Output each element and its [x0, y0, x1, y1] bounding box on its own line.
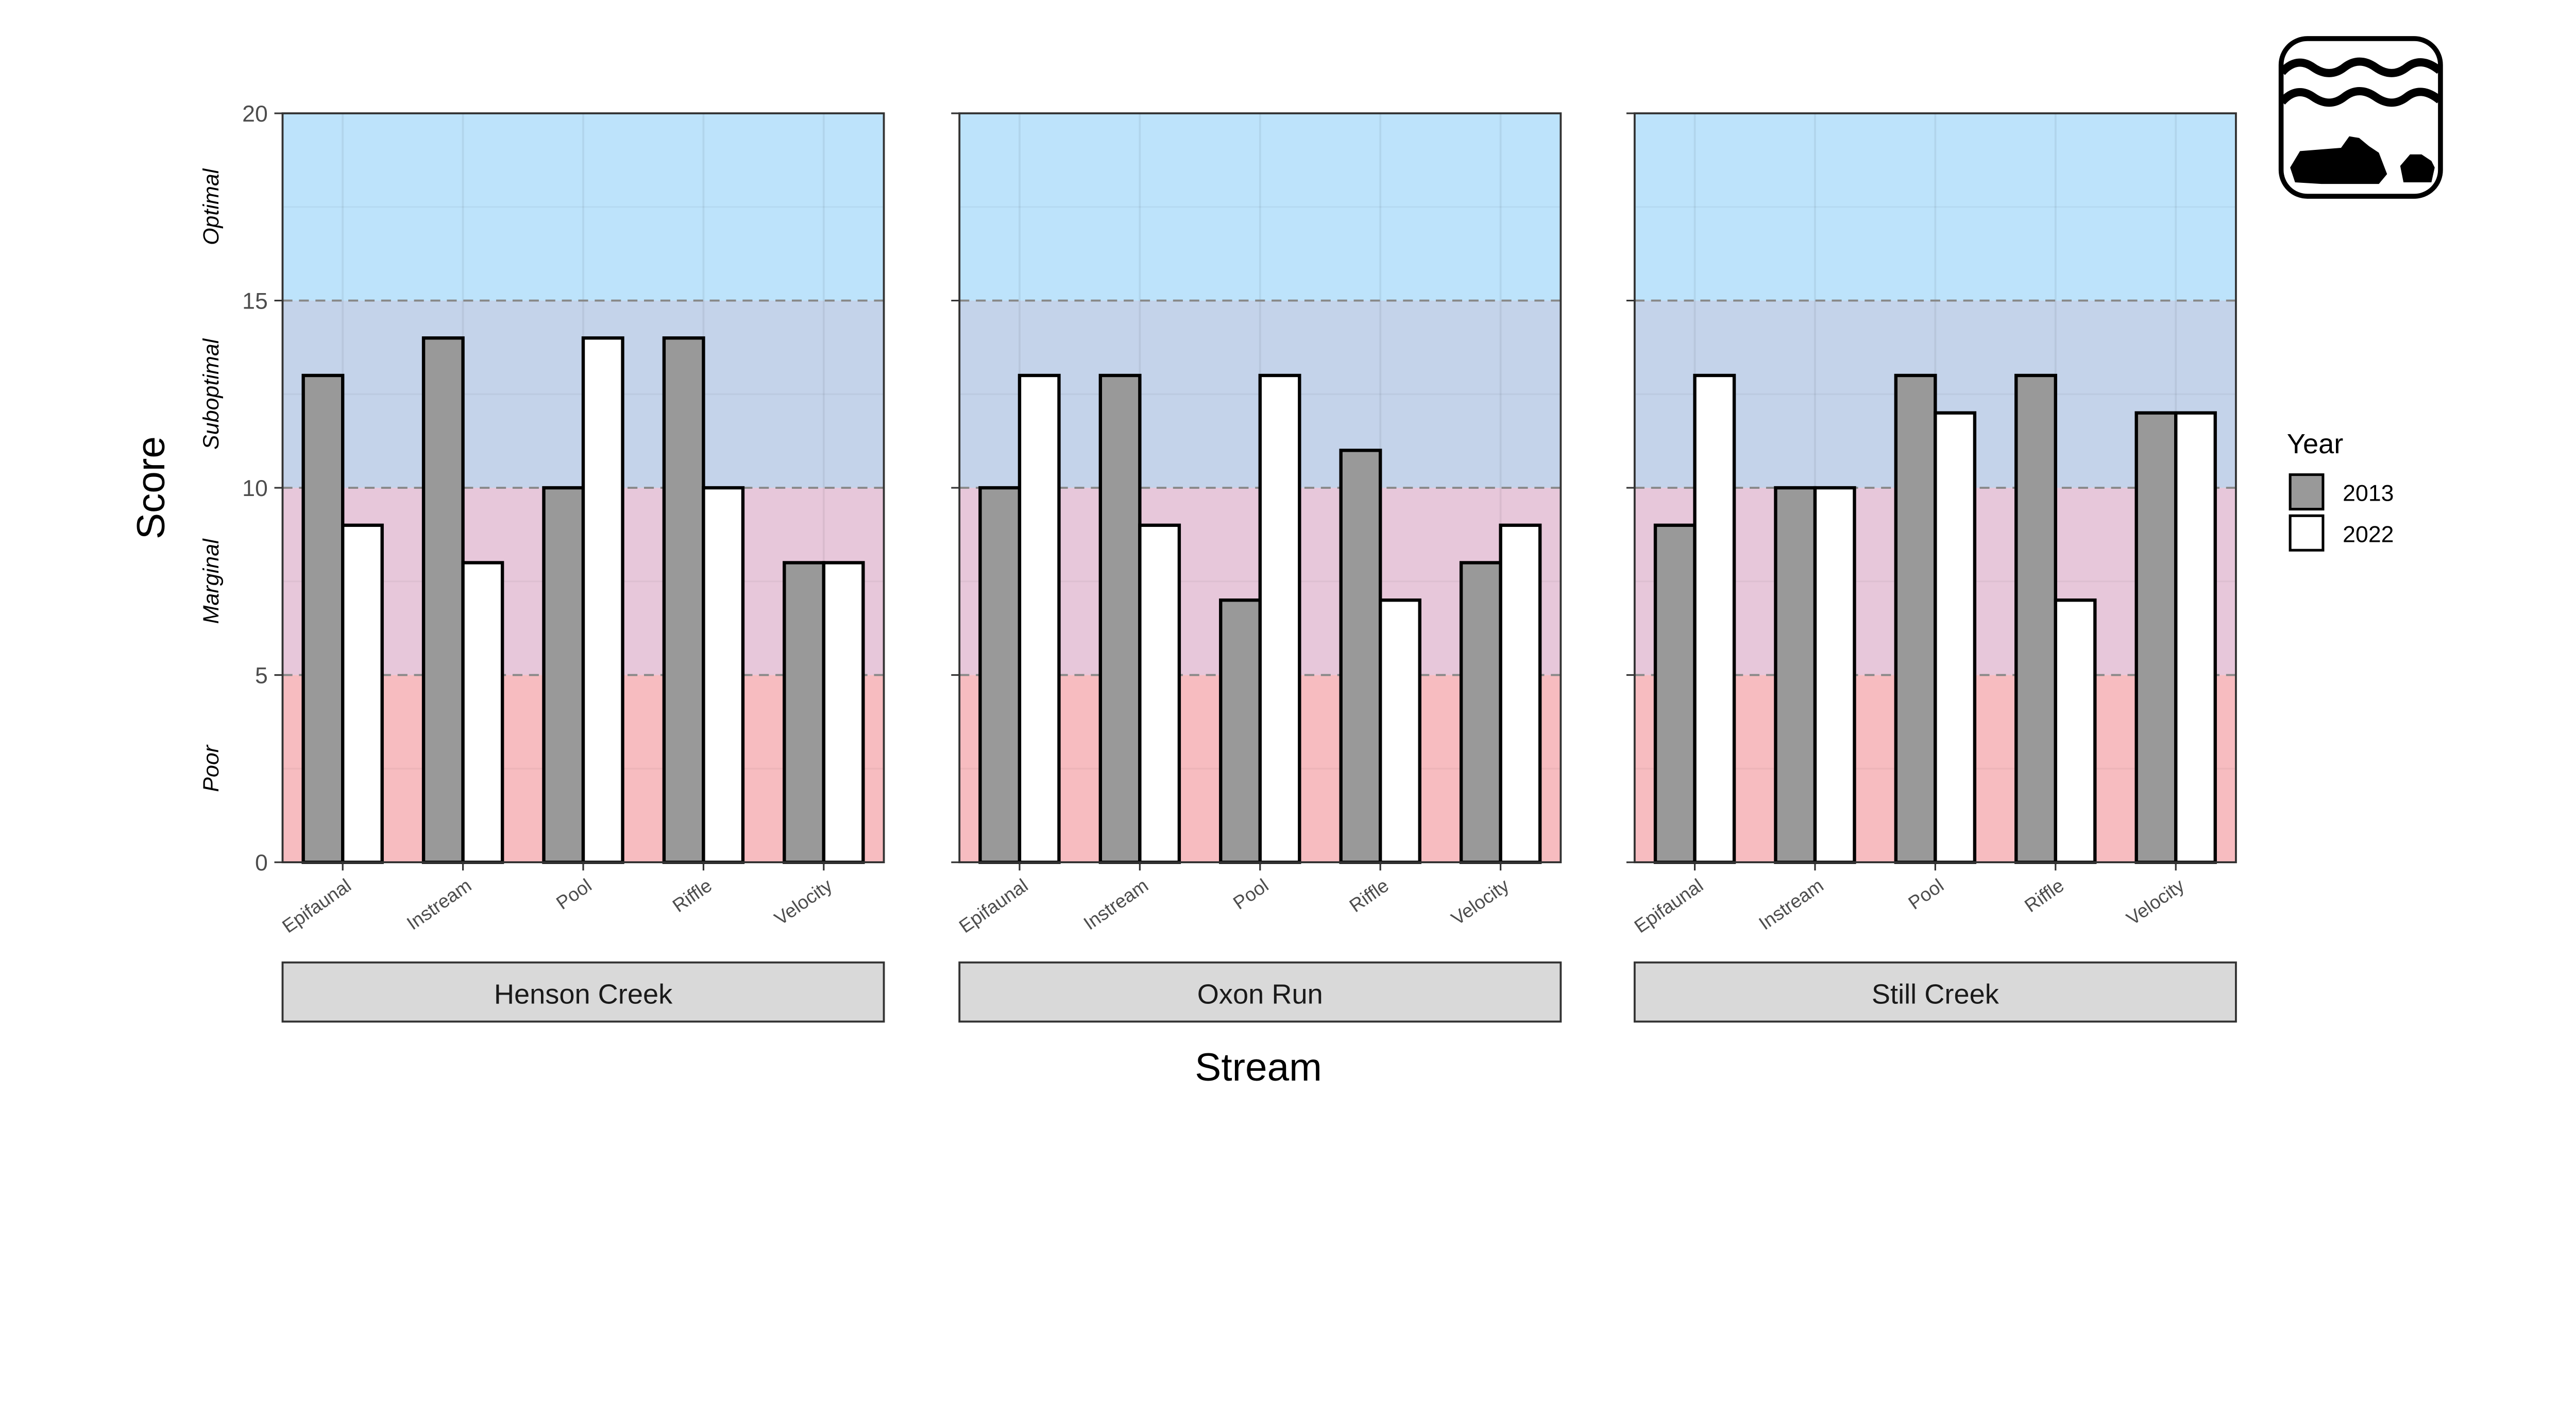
x-tick-label: Instream — [1080, 875, 1152, 934]
facet-strip-label: Oxon Run — [1197, 979, 1323, 1010]
band-optimal — [1634, 113, 2236, 301]
bar-2022-riffle — [1379, 598, 1421, 864]
x-tick-label: Velocity — [771, 875, 837, 929]
bar-2013-epifaunal — [1653, 523, 1697, 864]
chart-figure: Epifaunal Instream Pool Riffle Velocity 0 5 10 1… — [129, 36, 2443, 1089]
y-tick-label: 15 — [242, 288, 268, 314]
bar-2022-riffle — [702, 486, 745, 864]
panel-0: Epifaunal Instream Pool Riffle Velocity 0 5 10 1… — [242, 101, 885, 1023]
bar-2022-epifaunal — [341, 523, 384, 864]
y-tick-label: 5 — [255, 663, 268, 689]
bar-2022-riffle — [2054, 598, 2097, 864]
band-label-poor: Poor — [199, 744, 224, 792]
bar-2013-pool — [1894, 373, 1937, 864]
bar-2013-pool — [542, 486, 585, 864]
facet-strip — [281, 961, 885, 1023]
bar-2022-instream — [461, 561, 504, 864]
band-label-suboptimal: Suboptimal — [199, 338, 224, 450]
bar-2013-riffle — [2014, 373, 2057, 864]
legend: Year 2013 2022 — [2287, 429, 2394, 552]
x-tick-label: Pool — [552, 875, 596, 914]
bar-2022-velocity — [2174, 411, 2217, 864]
faceted-bar-chart: Epifaunal Instream Pool Riffle Velocity 0 5 10 1… — [129, 36, 2443, 1089]
bar-2013-epifaunal — [301, 373, 345, 864]
x-tick-label: Instream — [1755, 875, 1827, 934]
x-tick-label: Riffle — [2021, 875, 2067, 916]
bar-2013-riffle — [662, 336, 705, 864]
bar-2013-epifaunal — [978, 486, 1022, 864]
facet-strip-label: Henson Creek — [494, 979, 673, 1010]
bar-2022-velocity — [822, 561, 865, 864]
bar-2013-velocity — [783, 561, 826, 864]
panel-2: Epifaunal Instream Pool Riffle Velocity Still… — [1626, 112, 2237, 1023]
x-tick-label: Epifaunal — [1631, 875, 1707, 937]
panel-1: Epifaunal Instream Pool Riffle Velocity Oxon … — [951, 112, 1562, 1023]
y-tick-label: 20 — [242, 101, 268, 127]
bar-2022-instream — [1138, 523, 1181, 864]
x-axis-title: Stream — [1195, 1046, 1322, 1089]
bar-2022-epifaunal — [1693, 373, 1736, 864]
x-tick-label: Instream — [403, 875, 475, 934]
legend-label-2013: 2013 — [2343, 481, 2394, 506]
stream-habitat-icon — [2278, 36, 2443, 199]
bar-2013-instream — [1098, 373, 1142, 864]
x-tick-label: Riffle — [669, 875, 716, 916]
x-tick-label: Epifaunal — [955, 875, 1032, 937]
bar-2013-riffle — [1339, 449, 1382, 864]
legend-label-2022: 2022 — [2343, 522, 2394, 547]
band-optimal — [282, 113, 884, 301]
bar-2022-pool — [1258, 373, 1301, 864]
legend-key-2022 — [2289, 514, 2325, 552]
x-tick-label: Riffle — [1346, 875, 1393, 916]
x-tick-label: Epifaunal — [278, 875, 355, 937]
bar-2022-velocity — [1499, 523, 1542, 864]
bar-2013-instream — [1774, 486, 1817, 864]
bar-2013-velocity — [2134, 411, 2178, 864]
bar-2022-pool — [581, 336, 624, 864]
band-label-marginal: Marginal — [199, 538, 224, 624]
bar-2022-pool — [1934, 411, 1977, 864]
bar-2022-instream — [1813, 486, 1856, 864]
band-label-optimal: Optimal — [199, 168, 224, 245]
facet-strip — [1633, 961, 2237, 1023]
band-optimal — [959, 113, 1561, 301]
x-tick-label: Pool — [1904, 875, 1947, 914]
x-tick-label: Velocity — [2123, 875, 2189, 929]
facet-strip — [958, 961, 1562, 1023]
y-axis-title: Score — [129, 436, 173, 539]
legend-title: Year — [2287, 429, 2343, 459]
legend-key-2013 — [2289, 473, 2325, 511]
bar-2022-epifaunal — [1018, 373, 1061, 864]
y-tick-label: 10 — [242, 476, 268, 501]
bar-2013-velocity — [1459, 561, 1502, 864]
bar-2013-instream — [421, 336, 465, 864]
x-tick-label: Velocity — [1447, 875, 1513, 929]
x-tick-label: Pool — [1229, 875, 1273, 914]
y-tick-label: 0 — [255, 850, 268, 876]
bar-2013-pool — [1219, 598, 1262, 864]
facet-strip-label: Still Creek — [1872, 979, 1999, 1010]
